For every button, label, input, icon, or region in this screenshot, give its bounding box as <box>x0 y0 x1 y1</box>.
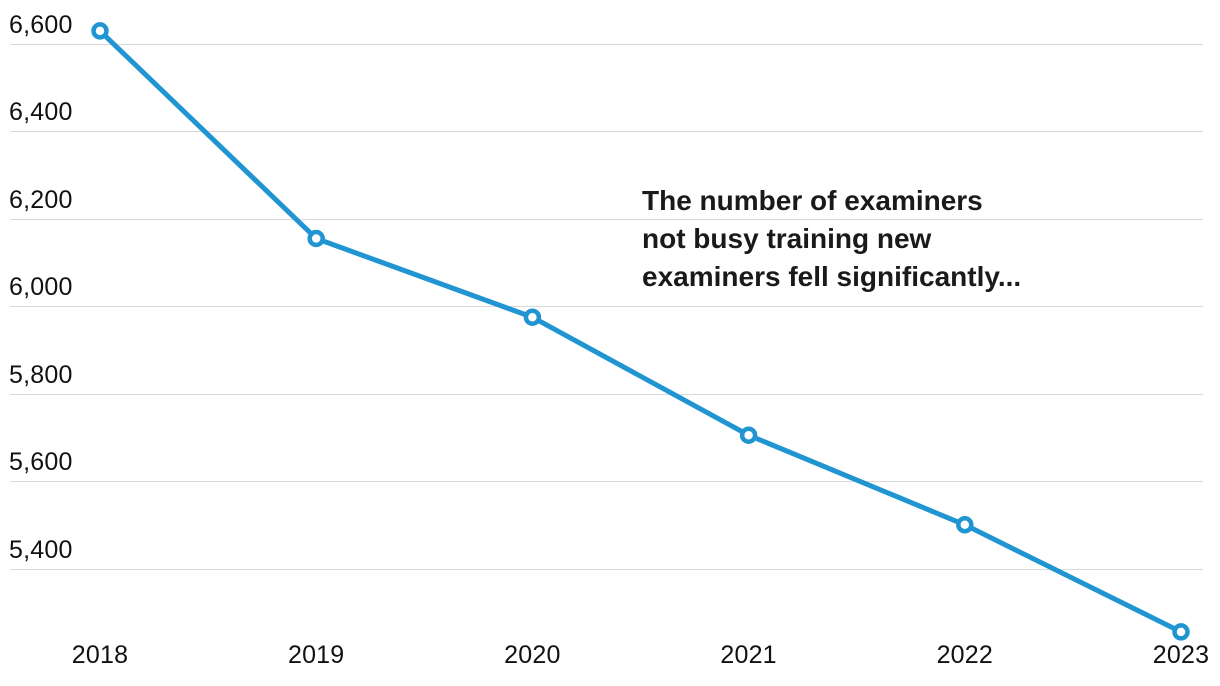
x-tick-label-2022: 2022 <box>936 641 993 669</box>
annotation-line-2: not busy training new <box>642 223 932 254</box>
y-tick-label: 5,600 <box>9 448 73 477</box>
data-point-marker-2019 <box>307 229 325 248</box>
x-tick-label-2020: 2020 <box>504 641 561 669</box>
gridline-6400 <box>10 131 1203 133</box>
gridline-5800 <box>10 393 1203 395</box>
y-tick-label: 5,400 <box>9 535 73 564</box>
y-tick-label: 6,600 <box>9 11 73 39</box>
data-point-marker-2021 <box>739 426 758 444</box>
series-line <box>97 28 1184 635</box>
gridline-6200 <box>10 218 1203 220</box>
gridline-6600 <box>10 44 1203 45</box>
gridline-5400 <box>10 568 1203 570</box>
y-tick-label: 6,200 <box>9 185 73 214</box>
x-tick-label-2023: 2023 <box>1152 641 1210 669</box>
y-tick-label: 6,400 <box>9 98 73 127</box>
data-point-marker-2020 <box>523 308 542 326</box>
chart-annotation: The number of examiners not busy trainin… <box>642 182 1021 296</box>
gridline-6000 <box>10 306 1203 308</box>
x-tick-label-2018: 2018 <box>71 641 129 669</box>
annotation-line-3: examiners fell significantly... <box>642 261 1022 292</box>
gridline-5600 <box>10 481 1203 483</box>
data-point-marker-2018 <box>91 22 109 40</box>
y-tick-label: 5,800 <box>9 360 73 389</box>
annotation-line-1: The number of examiners <box>642 185 983 216</box>
x-tick-label-2019: 2019 <box>287 641 345 669</box>
data-point-marker-2022 <box>956 516 974 534</box>
x-tick-label-2021: 2021 <box>720 641 777 669</box>
data-point-marker-2023 <box>1172 623 1190 641</box>
y-tick-label: 6,000 <box>9 273 73 302</box>
